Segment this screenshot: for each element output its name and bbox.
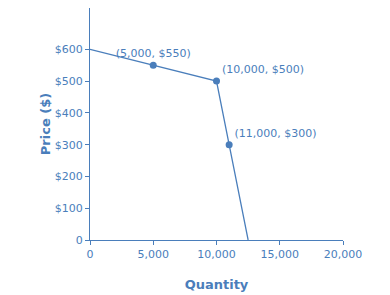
svg-text:10,000: 10,000 (197, 248, 236, 261)
svg-text:5,000: 5,000 (138, 248, 170, 261)
svg-text:$300: $300 (55, 139, 83, 152)
svg-text:Price ($): Price ($) (38, 93, 53, 155)
svg-text:(5,000, $550): (5,000, $550) (116, 47, 191, 60)
svg-text:$100: $100 (55, 202, 83, 215)
svg-text:0: 0 (76, 234, 83, 247)
svg-text:$200: $200 (55, 170, 83, 183)
svg-text:Quantity: Quantity (185, 277, 249, 292)
svg-text:$600: $600 (55, 43, 83, 56)
svg-text:(11,000, $300): (11,000, $300) (235, 127, 317, 140)
svg-text:15,000: 15,000 (261, 248, 300, 261)
svg-text:$400: $400 (55, 107, 83, 120)
svg-text:$500: $500 (55, 75, 83, 88)
svg-text:20,000: 20,000 (324, 248, 363, 261)
svg-text:0: 0 (87, 248, 94, 261)
svg-text:(10,000, $500): (10,000, $500) (222, 63, 304, 76)
